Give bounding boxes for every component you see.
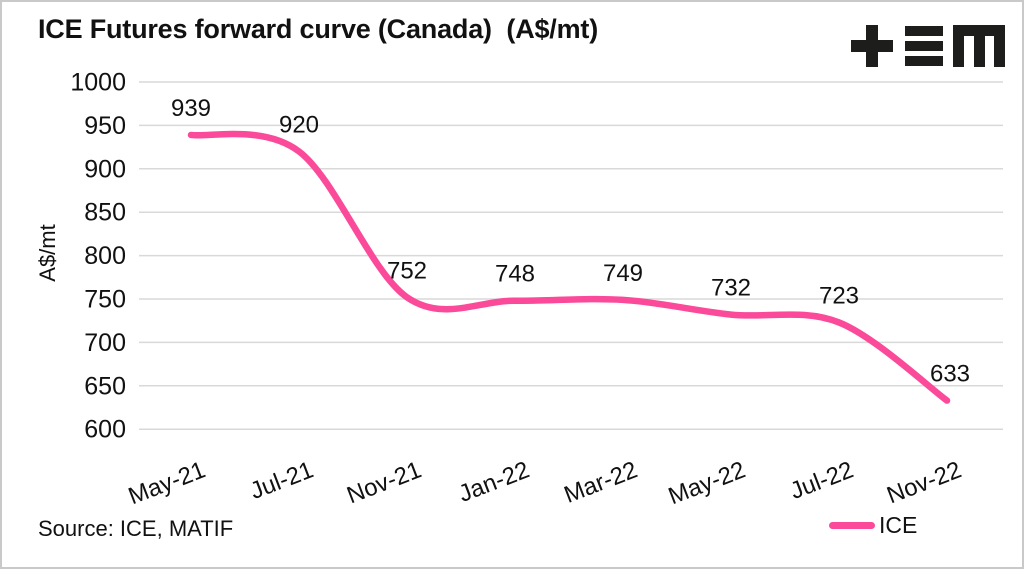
y-tick-label: 950: [84, 112, 126, 140]
x-tick-label: May-22: [665, 456, 749, 510]
data-label: 749: [603, 260, 643, 287]
data-label: 920: [279, 111, 319, 138]
data-label: 748: [495, 261, 535, 288]
x-tick-label: Mar-22: [560, 456, 641, 508]
y-tick-label: 850: [84, 199, 126, 227]
x-tick-label: Jan-22: [455, 456, 533, 508]
data-label: 752: [387, 257, 427, 284]
y-tick-label: 650: [84, 372, 126, 400]
x-tick-label: Nov-21: [343, 456, 425, 509]
data-label: 723: [819, 282, 859, 309]
data-label: 939: [171, 95, 211, 122]
triple-bar-icon: [905, 26, 943, 66]
m-glyph-icon: [953, 25, 1005, 67]
y-tick-label: 800: [84, 242, 126, 270]
y-tick-label: 700: [84, 329, 126, 357]
data-label: 732: [711, 275, 751, 302]
legend-line-swatch: [829, 522, 875, 529]
y-tick-label: 600: [84, 416, 126, 444]
chart-title: ICE Futures forward curve (Canada) (A$/m…: [38, 14, 598, 44]
data-label: 633: [930, 361, 970, 388]
plus-icon: [851, 25, 893, 67]
x-tick-label: May-21: [125, 456, 209, 510]
y-tick-label: 1000: [70, 69, 126, 97]
y-tick-label: 750: [84, 286, 126, 314]
legend: ICE: [829, 512, 917, 539]
tem-logo: [851, 25, 1005, 67]
x-tick-label: Nov-22: [883, 456, 965, 509]
x-tick-label: Jul-21: [246, 456, 317, 505]
source-note: Source: ICE, MATIF: [38, 516, 234, 541]
legend-label: ICE: [879, 512, 918, 538]
x-tick-label: Jul-22: [786, 456, 857, 505]
y-tick-label: 900: [84, 155, 126, 183]
series-line-ice: [187, 130, 951, 404]
